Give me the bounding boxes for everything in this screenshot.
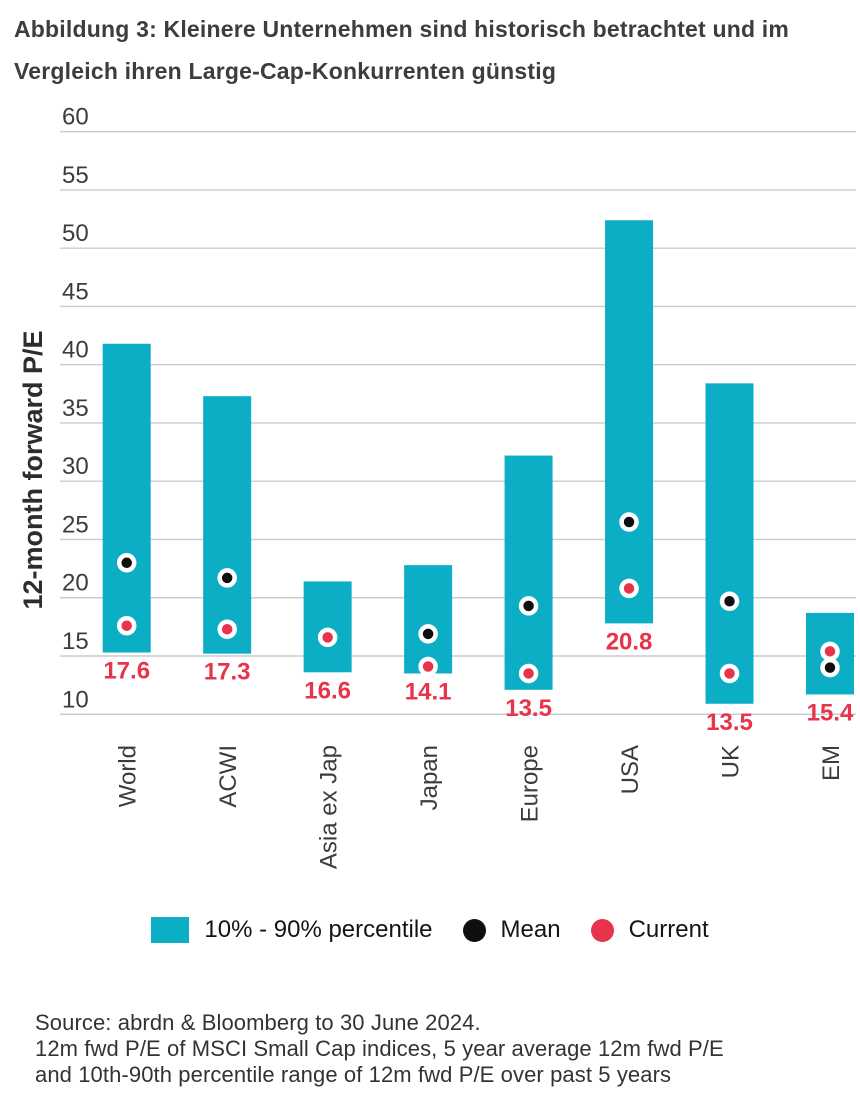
current-dot (116, 615, 137, 636)
y-tick-label: 25 (62, 511, 89, 538)
current-dot-icon (590, 918, 614, 942)
category-label: ACWI (215, 745, 242, 808)
mean-dot (719, 591, 740, 611)
mean-dot-icon (462, 918, 486, 942)
category-label: UK (718, 745, 745, 778)
percentile-range-bar (504, 455, 553, 690)
source-line1: Source: abrdn & Bloomberg to 30 June 202… (35, 1010, 481, 1035)
y-tick-label: 30 (62, 453, 89, 480)
mean-dot (820, 657, 840, 678)
category-label: Asia ex Jap (316, 745, 343, 869)
y-tick-label: 10 (62, 686, 89, 713)
mean-dot (518, 596, 539, 616)
category-label: Japan (416, 745, 443, 810)
legend-label-mean: Mean (500, 916, 561, 943)
mean-dot (619, 512, 639, 532)
source-line2: 12m fwd P/E of MSCI Small Cap indices, 5… (35, 1036, 724, 1061)
y-tick-label: 40 (62, 337, 89, 364)
legend-item-mean: Mean (462, 916, 561, 944)
y-tick-label: 15 (62, 628, 89, 655)
chart-legend: 10% - 90% percentile Mean Current (0, 903, 860, 957)
y-tick-label: 45 (62, 278, 89, 305)
mean-dot (116, 553, 137, 573)
pe-range-chart: 60 55 50 45 40 35 30 25 20 15 10 12-month forward P… (18, 104, 856, 869)
y-tick-label: 50 (62, 220, 89, 247)
legend-label-current: Current (628, 916, 709, 943)
category-label: Europe (517, 745, 544, 822)
y-tick-label: 20 (62, 570, 89, 597)
current-dot (518, 663, 539, 684)
legend-item-current: Current (590, 916, 709, 944)
category-label: USA (617, 745, 644, 794)
y-tick-label: 35 (62, 395, 89, 422)
figure-title-line2: Vergleich ihren Large-Cap-Konkurrenten g… (14, 58, 557, 84)
mean-dot (217, 568, 237, 588)
current-dot (719, 663, 740, 684)
percentile-range-bar (102, 343, 151, 653)
percentile-range-bar (605, 220, 654, 624)
current-dot (317, 627, 338, 648)
figure-title-line1: Abbildung 3: Kleinere Unternehmen sind h… (14, 16, 790, 42)
y-tick-label: 55 (62, 162, 89, 189)
figure-title: Abbildung 3: Kleinere Unternehmen sind h… (14, 8, 834, 92)
percentile-range-bar (404, 565, 453, 674)
current-value-label: 17.6 (103, 657, 150, 684)
source-line3: and 10th-90th percentile range of 12m fw… (35, 1062, 672, 1087)
current-value-label: 16.6 (304, 677, 351, 704)
current-dot (619, 578, 639, 599)
percentile-range-bar (203, 396, 252, 654)
percentile-range-bar (303, 581, 352, 673)
current-value-label: 17.3 (204, 659, 251, 686)
mean-dot (418, 624, 438, 644)
current-value-label: 15.4 (807, 699, 854, 726)
current-value-label: 13.5 (706, 709, 753, 736)
current-value-label: 14.1 (405, 678, 452, 705)
current-dot (820, 641, 840, 662)
source-note: Source: abrdn & Bloomberg to 30 June 202… (35, 1010, 825, 1088)
percentile-swatch-icon (151, 917, 190, 943)
current-dot (217, 619, 237, 639)
y-tick-label: 60 (62, 104, 89, 131)
category-label: World (115, 745, 142, 807)
current-value-label: 13.5 (505, 695, 552, 722)
current-dot (418, 656, 438, 677)
current-value-label: 20.8 (606, 628, 653, 655)
y-axis-title: 12-month forward P/E (18, 330, 48, 609)
legend-item-percentile: 10% - 90% percentile (151, 916, 433, 944)
percentile-range-bar (705, 383, 754, 704)
legend-label-percentile: 10% - 90% percentile (204, 916, 433, 943)
category-label: EM (818, 745, 845, 781)
